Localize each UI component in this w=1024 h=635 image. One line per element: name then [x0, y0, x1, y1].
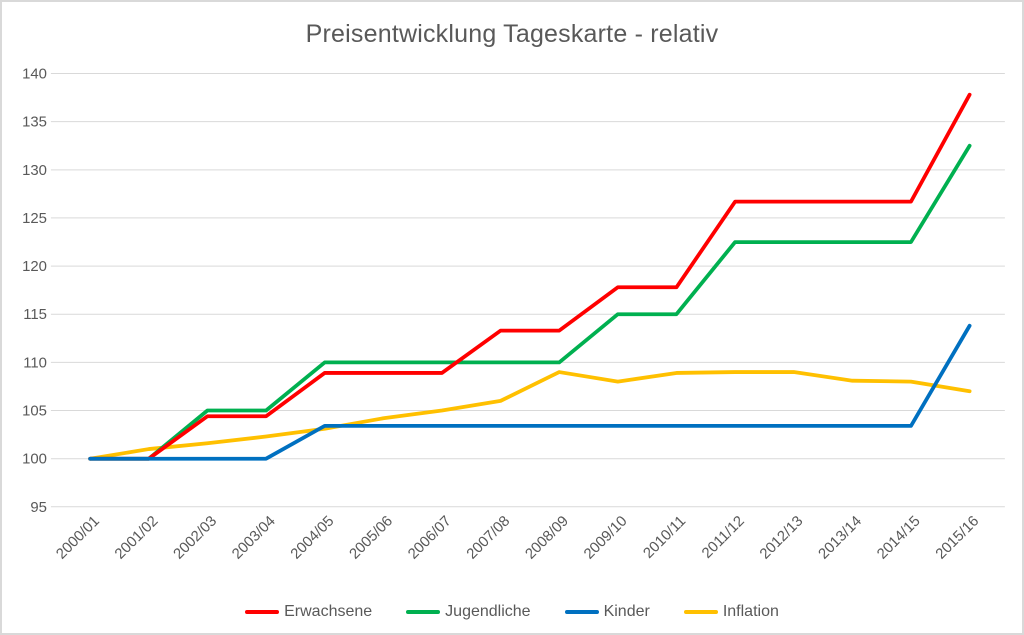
x-axis-category-label: 2005/06 [347, 513, 396, 562]
y-axis-tick-label: 100 [22, 452, 47, 468]
x-axis-category-label: 2008/09 [523, 513, 572, 562]
x-axis-category-label: 2001/02 [112, 513, 161, 562]
chart-title: Preisentwicklung Tageskarte - relativ [305, 20, 719, 48]
y-axis-tick-label: 115 [23, 307, 47, 323]
x-axis-category-label: 2010/11 [641, 513, 690, 562]
series-line-erwachsene [88, 92, 972, 461]
legend-item-kinder: Kinder [564, 603, 650, 621]
x-axis-category-label: 2004/05 [288, 513, 337, 562]
x-axis-category-label: 2007/08 [464, 513, 513, 562]
y-axis-tick-label: 130 [22, 163, 47, 179]
x-axis-category-label: 2006/07 [405, 513, 454, 562]
x-axis-category-label: 2013/14 [816, 513, 865, 562]
legend-item-erwachsene: Erwachsene [245, 603, 372, 621]
y-axis-tick-label: 110 [23, 355, 47, 371]
legend-label: Kinder [603, 603, 650, 620]
legend-line-swatch-icon [683, 610, 718, 614]
x-axis-category-label: 2012/13 [757, 513, 806, 562]
legend-line-swatch-icon [564, 610, 599, 614]
x-axis-category-label: 2000/01 [54, 513, 103, 562]
y-axis-tick-label: 140 [22, 67, 47, 83]
legend-item-jugendliche: Jugendliche [406, 603, 531, 621]
legend-label: Jugendliche [445, 603, 531, 620]
chart-legend: Erwachsene Jugendliche Kinder Inflation [2, 603, 1022, 621]
x-axis-category-label: 2015/16 [933, 513, 982, 562]
legend-label: Inflation [722, 603, 779, 620]
x-axis-category-label: 2011/12 [699, 513, 748, 562]
y-axis-tick-label: 135 [22, 115, 47, 131]
legend-item-inflation: Inflation [683, 603, 779, 621]
x-axis-category-label: 2003/04 [229, 513, 278, 562]
y-axis-tick-label: 120 [22, 259, 47, 275]
x-axis-category-label: 2014/15 [874, 513, 923, 562]
legend-line-swatch-icon [406, 610, 441, 614]
series-line-jugendliche [88, 143, 972, 461]
x-axis-category-label: 2002/03 [171, 513, 220, 562]
y-axis-tick-label: 95 [30, 500, 47, 516]
legend-label: Erwachsene [284, 603, 373, 620]
legend-line-swatch-icon [245, 610, 280, 614]
series-line-kinder [88, 323, 972, 461]
series-line-inflation [88, 370, 972, 461]
x-axis-category-label: 2009/10 [581, 513, 630, 562]
y-axis-tick-label: 105 [22, 403, 47, 419]
y-axis-tick-label: 125 [22, 211, 47, 227]
